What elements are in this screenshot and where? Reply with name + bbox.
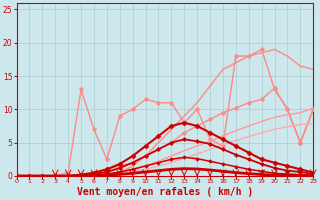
X-axis label: Vent moyen/en rafales ( km/h ): Vent moyen/en rafales ( km/h )	[77, 187, 253, 197]
